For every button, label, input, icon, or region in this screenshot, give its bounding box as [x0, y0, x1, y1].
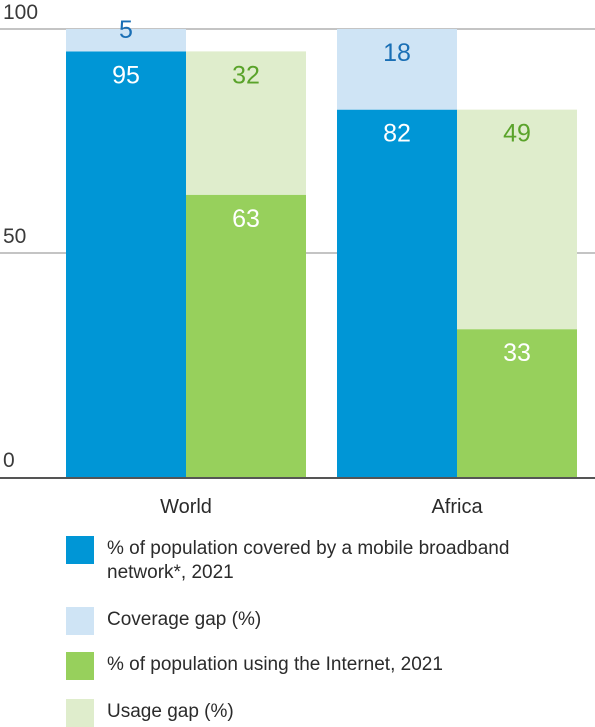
value-label-africa-coverage-gap: 18 — [383, 39, 411, 67]
bar-world-usage-gap — [186, 51, 306, 195]
value-label-world-coverage-gap: 5 — [119, 16, 133, 44]
bar-world-coverage-gap — [66, 29, 186, 52]
y-tick-0: 0 — [3, 449, 15, 472]
legend-swatch-usage-gap — [66, 699, 94, 727]
y-tick-50: 50 — [3, 225, 26, 248]
legend-swatch-usage — [66, 652, 94, 680]
bar-africa-usage-gap — [457, 109, 577, 330]
legend-label-usage-gap: Usage gap (%) — [107, 701, 234, 722]
category-label-africa: Africa — [431, 496, 483, 518]
value-label-africa-usage-gap: 49 — [503, 120, 531, 148]
stacked-bar-chart: 95 5 63 32 World 82 18 33 49 Africa 0 50 100 — [0, 1, 595, 518]
value-label-africa-coverage: 82 — [383, 120, 411, 148]
legend-item-coverage: % of population covered by a mobile broa… — [66, 536, 577, 585]
legend-item-usage-gap: Usage gap (%) — [66, 699, 577, 727]
bar-world-coverage — [66, 51, 186, 478]
bar-africa-usage — [457, 329, 577, 477]
value-label-world-usage: 63 — [232, 205, 260, 233]
y-tick-100: 100 — [3, 1, 38, 24]
value-label-world-coverage: 95 — [112, 61, 140, 89]
bar-africa-coverage-gap — [337, 29, 457, 110]
value-label-world-usage-gap: 32 — [232, 61, 260, 89]
legend-item-usage: % of population using the Internet, 2021 — [66, 652, 577, 680]
legend-label-usage: % of population using the Internet, 2021 — [107, 654, 443, 675]
legend-swatch-coverage — [66, 536, 94, 564]
legend-label-coverage: % of population covered by a mobile broa… — [107, 538, 510, 583]
bar-world-usage — [186, 194, 306, 477]
bar-africa-coverage — [337, 109, 457, 477]
legend-item-coverage-gap: Coverage gap (%) — [66, 607, 577, 635]
legend-swatch-coverage-gap — [66, 607, 94, 635]
category-label-world: World — [160, 496, 212, 518]
value-label-africa-usage: 33 — [503, 339, 531, 367]
legend-label-coverage-gap: Coverage gap (%) — [107, 609, 262, 630]
